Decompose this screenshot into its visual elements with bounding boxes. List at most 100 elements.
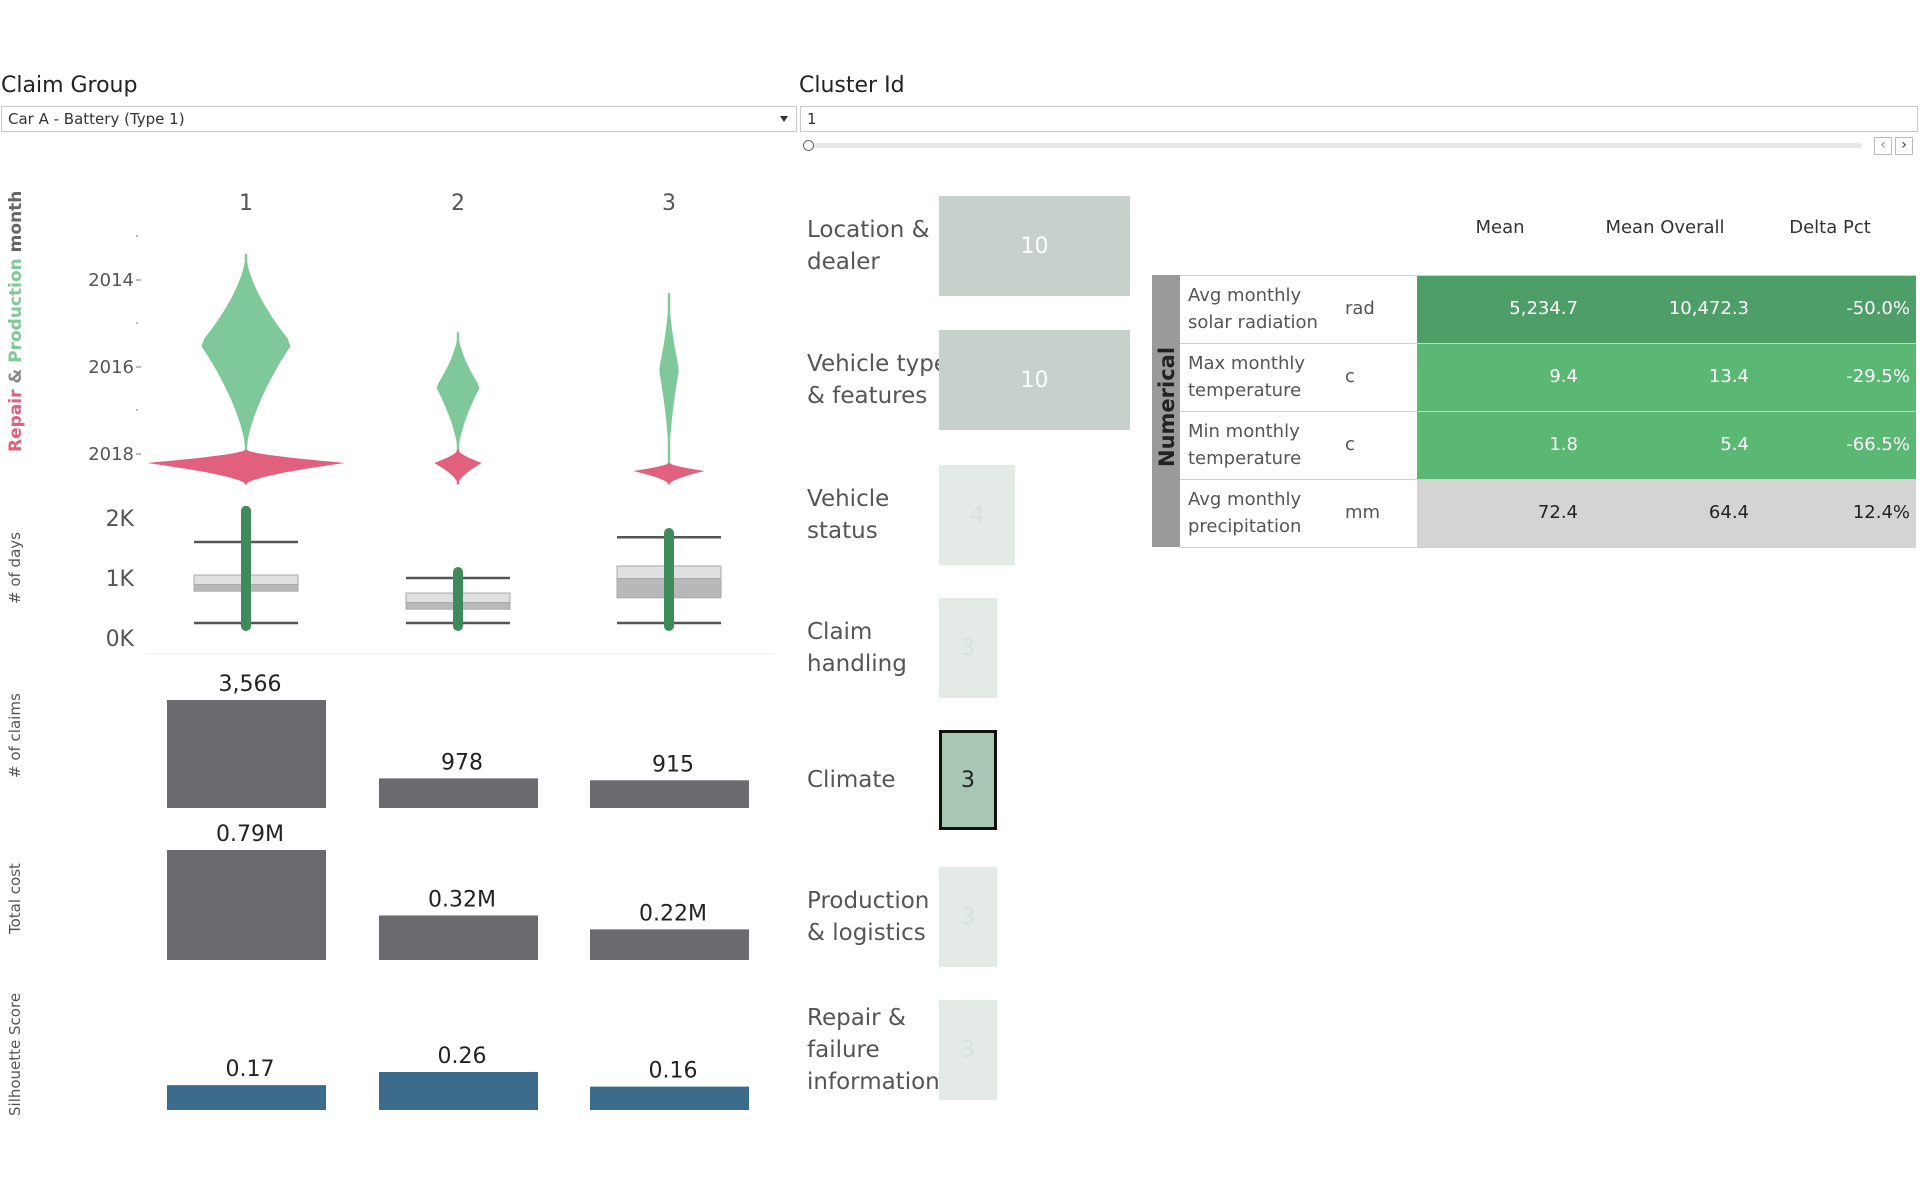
row-unit: mm [1345, 502, 1381, 523]
cluster-charts: 1 2 3 2014 2016 2018 2K 1K 0K 3,566 978 915 0.79M… [88, 191, 775, 1110]
category-label-climate: Climate [807, 767, 896, 793]
claims-label-1: 3,566 [219, 672, 282, 697]
category-value-claim-handling: 3 [961, 635, 975, 661]
category-value-vehicle-type-features: 10 [1020, 367, 1049, 393]
category-value-production-logistics: 3 [961, 904, 975, 930]
table-row: Min monthly temperature c 1.8 5.4 -66.5% [1180, 411, 1916, 480]
repair-violin-2 [434, 449, 482, 485]
repair-violin-1 [147, 449, 345, 485]
cost-bar-1 [167, 850, 326, 960]
violin-tick-2018: 2018 [88, 444, 134, 465]
chevron-right-icon[interactable]: › [1895, 137, 1913, 155]
category-label-vehicle-type-features: Vehicle type & features [807, 351, 948, 409]
row-value-band [1417, 344, 1916, 412]
category-bar-vehicle-status[interactable]: 4 [939, 465, 1016, 565]
column-header-delta-pct: Delta Pct [1789, 217, 1871, 238]
chevron-left-icon[interactable]: ‹ [1874, 137, 1892, 155]
row-unit: rad [1345, 298, 1375, 319]
cost-bar-2 [379, 915, 538, 960]
category-bar-repair-failure-information[interactable]: 3 [939, 1000, 997, 1100]
mean-value: 5,234.7 [1509, 298, 1578, 319]
days-tick-0K: 0K [106, 627, 135, 652]
column-header-mean: Mean [1475, 217, 1525, 238]
claim-group-dropdown[interactable]: Car A - Battery (Type 1) [1, 106, 797, 132]
cluster-id-value: 1 [807, 110, 817, 128]
cluster-slider-track[interactable] [806, 143, 1862, 148]
delta-pct-value: -50.0% [1846, 298, 1910, 319]
category-label-repair-failure-information: Repair & failure information [807, 1005, 940, 1095]
delta-pct-value: -29.5% [1846, 366, 1910, 387]
claims-label-2: 978 [441, 750, 483, 775]
category-value-climate: 3 [961, 767, 975, 793]
row-label: Max monthly temperature [1188, 353, 1306, 401]
claim-group-value: Car A - Battery (Type 1) [8, 110, 185, 128]
column-header-mean-overall: Mean Overall [1605, 217, 1725, 238]
row-label: Avg monthly precipitation [1188, 489, 1302, 537]
group-header-numerical: Numerical [1152, 275, 1180, 547]
category-value-location-dealer: 10 [1020, 233, 1049, 259]
row-value-band [1417, 276, 1916, 344]
silhouette-bar-3 [590, 1086, 749, 1110]
silhouette-label-2: 0.26 [438, 1044, 487, 1069]
category-value-vehicle-status: 4 [970, 502, 985, 528]
table-bottom-border [1180, 547, 1916, 548]
mean-overall-value: 10,472.3 [1668, 298, 1749, 319]
category-value-repair-failure-information: 3 [961, 1037, 975, 1063]
mean-value: 1.8 [1549, 434, 1578, 455]
group-label-numerical: Numerical [1155, 346, 1179, 467]
row-unit: c [1345, 434, 1355, 455]
claims-label-3: 915 [652, 752, 694, 777]
claims-bar-1 [167, 700, 326, 808]
cost-label-2: 0.32M [428, 887, 496, 912]
days-tick-1K: 1K [106, 567, 135, 592]
row-label: Min monthly temperature [1188, 421, 1302, 469]
silhouette-bar-2 [379, 1072, 538, 1110]
category-label-production-logistics: Production & logistics [807, 888, 930, 946]
silhouette-label-3: 0.16 [649, 1059, 698, 1084]
category-bar-claim-handling[interactable]: 3 [939, 598, 997, 698]
category-bar-location-dealer[interactable]: 10 [939, 196, 1130, 296]
category-bar-climate[interactable]: 3 [939, 730, 997, 830]
cluster-id-input[interactable]: 1 [800, 106, 1918, 132]
delta-pct-value: 12.4% [1852, 502, 1910, 523]
cluster-slider-handle[interactable] [803, 140, 814, 151]
cost-bar-3 [590, 929, 749, 960]
row-value-band [1417, 412, 1916, 480]
table-row: Avg monthly solar radiation rad 5,234.7 10,… [1180, 275, 1916, 344]
row-value-band [1417, 480, 1916, 548]
row-label: Avg monthly solar radiation [1188, 285, 1318, 333]
chevron-down-icon [780, 116, 788, 122]
mean-value: 72.4 [1537, 502, 1578, 523]
category-label-vehicle-status: Vehicle status [807, 486, 890, 544]
category-bar-production-logistics[interactable]: 3 [939, 867, 997, 967]
mean-overall-value: 13.4 [1708, 366, 1749, 387]
mean-value: 9.4 [1549, 366, 1578, 387]
silhouette-bar-1 [167, 1085, 326, 1110]
cluster-header-3: 3 [662, 191, 676, 216]
cluster-header-1: 1 [239, 191, 253, 216]
claims-bar-3 [590, 780, 749, 808]
cost-label-3: 0.22M [639, 901, 707, 926]
cluster-id-title: Cluster Id [799, 73, 905, 98]
mean-overall-value: 64.4 [1708, 502, 1749, 523]
days-tick-2K: 2K [106, 507, 135, 532]
production-violin-1 [201, 253, 291, 454]
claims-bar-2 [379, 778, 538, 808]
production-violin-2 [436, 332, 480, 454]
cost-label-1: 0.79M [216, 822, 284, 847]
violin-tick-2014: 2014 [88, 270, 134, 291]
cluster-header-2: 2 [451, 191, 465, 216]
mean-overall-value: 5.4 [1720, 434, 1749, 455]
table-row: Avg monthly precipitation mm 72.4 64.4 12.4% [1180, 479, 1916, 548]
repair-violin-3 [633, 462, 705, 485]
category-bar-vehicle-type-features[interactable]: 10 [939, 330, 1130, 430]
category-label-location-dealer: Location & dealer [807, 217, 930, 275]
violin-tick-2016: 2016 [88, 357, 134, 378]
production-violin-3 [659, 293, 679, 463]
silhouette-label-1: 0.17 [226, 1057, 275, 1082]
row-unit: c [1345, 366, 1355, 387]
category-label-claim-handling: Claim handling [807, 619, 907, 677]
delta-pct-value: -66.5% [1846, 434, 1910, 455]
claim-group-title: Claim Group [1, 73, 138, 98]
table-row: Max monthly temperature c 9.4 13.4 -29.5% [1180, 343, 1916, 412]
